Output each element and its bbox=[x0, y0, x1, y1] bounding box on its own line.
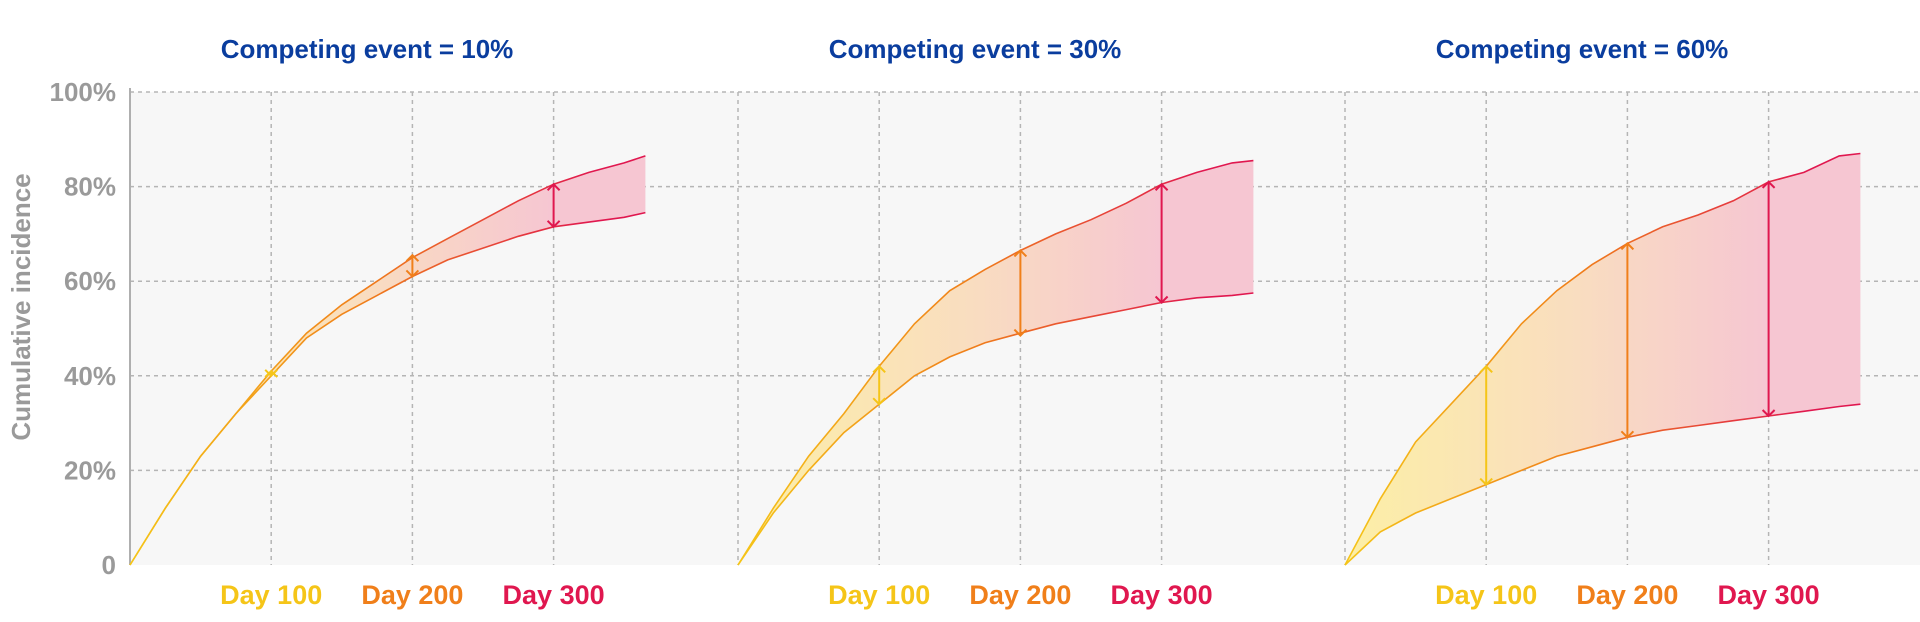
difference-band bbox=[130, 155, 646, 565]
difference-arrow bbox=[546, 182, 561, 229]
difference-arrow bbox=[405, 253, 420, 278]
panel-title: Competing event = 60% bbox=[1436, 34, 1729, 64]
y-tick-label: 60% bbox=[64, 266, 116, 296]
difference-arrow bbox=[1154, 182, 1169, 304]
series-line-lower bbox=[1344, 403, 1861, 566]
series-line-upper bbox=[737, 159, 1254, 566]
y-tick-label: 100% bbox=[50, 77, 117, 107]
difference-arrow bbox=[1013, 249, 1028, 338]
x-tick-label: Day 300 bbox=[503, 580, 605, 610]
difference-band bbox=[738, 160, 1254, 565]
series-line-lower bbox=[737, 292, 1254, 566]
difference-arrow bbox=[1620, 241, 1635, 439]
x-tick-label: Day 100 bbox=[1435, 580, 1537, 610]
difference-arrow bbox=[264, 369, 278, 378]
difference-band bbox=[1345, 153, 1861, 565]
y-tick-label: 80% bbox=[64, 172, 116, 202]
panel-2: Competing event = 30% Day 100 Day 200 Day 3… bbox=[737, 34, 1254, 610]
panel-title: Competing event = 10% bbox=[221, 34, 514, 64]
difference-arrow bbox=[1761, 180, 1776, 418]
y-axis-label: Cumulative incidence bbox=[6, 173, 36, 440]
series-line-lower bbox=[129, 211, 646, 566]
panel-1: Competing event = 10% Day 100 Day 200 Day 3… bbox=[129, 34, 646, 610]
y-tick-label: 0 bbox=[102, 550, 116, 580]
y-tick-label: 20% bbox=[64, 455, 116, 485]
y-axis: 0 20% 40% 60% 80% 100% bbox=[50, 77, 131, 580]
panels: Competing event = 10% Day 100 Day 200 Day 3… bbox=[129, 34, 1861, 610]
panel-3: Competing event = 60% Day 100 Day 200 Day 3… bbox=[1344, 34, 1861, 610]
x-tick-label: Day 300 bbox=[1718, 580, 1820, 610]
difference-arrow bbox=[1479, 364, 1493, 487]
x-tick-label: Day 100 bbox=[220, 580, 322, 610]
x-tick-label: Day 100 bbox=[828, 580, 930, 610]
panel-title: Competing event = 30% bbox=[829, 34, 1122, 64]
difference-arrow bbox=[872, 364, 886, 406]
x-tick-label: Day 200 bbox=[1576, 580, 1678, 610]
y-tick-label: 40% bbox=[64, 361, 116, 391]
x-tick-label: Day 300 bbox=[1111, 580, 1213, 610]
series-line-upper bbox=[1344, 152, 1861, 566]
x-tick-label: Day 200 bbox=[361, 580, 463, 610]
x-tick-label: Day 200 bbox=[969, 580, 1071, 610]
